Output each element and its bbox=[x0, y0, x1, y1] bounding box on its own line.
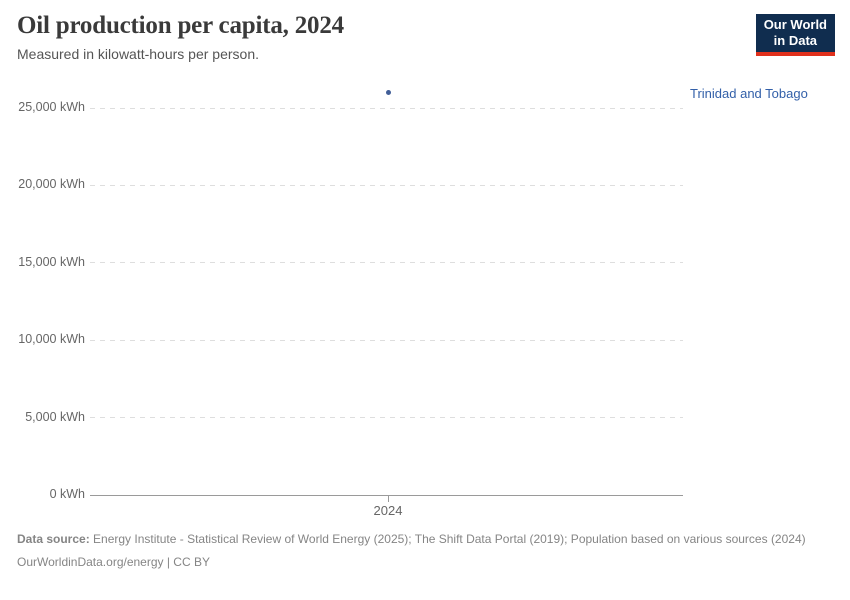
y-axis-tick-label: 15,000 kWh bbox=[18, 254, 85, 269]
x-axis-tick-label: 2024 bbox=[373, 503, 403, 518]
data-source-line: Data source: Energy Institute - Statisti… bbox=[17, 531, 812, 547]
data-point-trinidad-and-tobago bbox=[385, 90, 391, 96]
footer-license-line: OurWorldinData.org/energy | CC BY bbox=[17, 555, 210, 569]
chart-title: Oil production per capita, 2024 bbox=[17, 12, 344, 39]
owid-logo: Our World in Data bbox=[755, 14, 835, 56]
y-axis-tick-label: 5,000 kWh bbox=[25, 409, 85, 424]
x-axis-tick-mark bbox=[388, 496, 389, 502]
y-gridline bbox=[90, 262, 683, 264]
y-gridline bbox=[90, 417, 683, 419]
data-source-label: Data source: bbox=[17, 532, 90, 546]
series-label-trinidad-and-tobago: Trinidad and Tobago bbox=[690, 86, 808, 101]
y-gridline bbox=[90, 184, 683, 186]
chart-subtitle: Measured in kilowatt-hours per person. bbox=[17, 46, 260, 62]
owid-logo-line1: Our World bbox=[763, 17, 827, 32]
y-axis-tick-label: 25,000 kWh bbox=[18, 100, 85, 114]
y-gridline bbox=[90, 339, 683, 341]
y-axis-tick-label: 20,000 kWh bbox=[18, 177, 85, 192]
y-gridline bbox=[90, 107, 683, 109]
owid-logo-line2: in Data bbox=[773, 33, 818, 48]
x-axis-line bbox=[90, 495, 683, 496]
chart-footer: Data source: Energy Institute - Statisti… bbox=[17, 531, 812, 582]
data-source-text: Energy Institute - Statistical Review of… bbox=[89, 532, 806, 546]
y-axis-tick-label: 0 kWh bbox=[49, 487, 85, 501]
y-axis-tick-label: 10,000 kWh bbox=[18, 332, 85, 347]
